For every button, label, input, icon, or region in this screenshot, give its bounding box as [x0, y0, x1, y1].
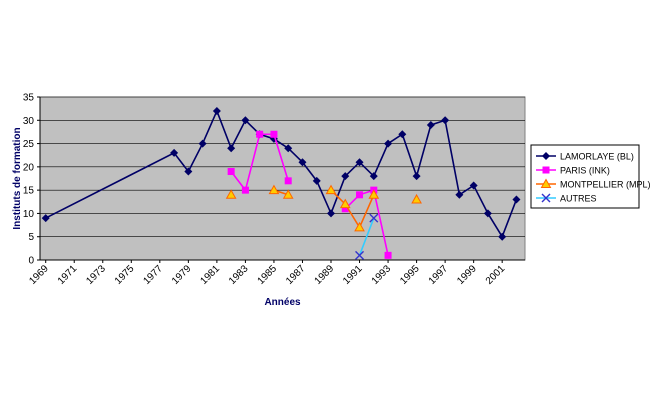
data-point: [542, 166, 550, 174]
data-point: [41, 214, 50, 223]
data-point: [498, 232, 507, 241]
legend-label: LAMORLAYE (BL): [560, 152, 634, 162]
y-tick-label: 25: [23, 139, 35, 150]
data-point: [270, 130, 278, 138]
series-line: [344, 189, 389, 256]
x-tick-label: 1977: [141, 263, 165, 287]
data-point: [384, 251, 392, 259]
y-tick-label: 15: [23, 186, 35, 197]
data-point: [411, 193, 422, 204]
data-point: [483, 209, 492, 218]
x-tick-label: 1971: [56, 263, 80, 287]
series-line: [330, 189, 375, 230]
legend-entry: PARIS (INK): [536, 166, 610, 176]
y-axis-label: Instituts de formation: [12, 127, 23, 229]
data-point: [312, 176, 321, 185]
data-point: [241, 116, 250, 125]
x-axis-label: Années: [264, 297, 301, 308]
data-point: [540, 178, 552, 188]
data-point: [327, 209, 335, 218]
y-tick-label: 35: [23, 93, 35, 104]
data-point: [284, 144, 293, 153]
data-point: [225, 189, 237, 199]
y-tick-label: 20: [23, 162, 35, 173]
x-tick-label: 1997: [427, 263, 451, 287]
x-tick-label: 1983: [227, 263, 251, 287]
series-2: [225, 184, 422, 232]
data-point: [184, 167, 193, 176]
y-tick-label: 0: [28, 256, 34, 267]
legend-label: PARIS (INK): [560, 166, 610, 176]
y-tick-label: 5: [28, 232, 34, 243]
data-point: [170, 148, 179, 157]
plot-background: [39, 96, 526, 261]
x-tick-label: 1973: [84, 263, 108, 287]
data-point: [356, 191, 364, 199]
data-point: [369, 213, 379, 223]
data-point: [368, 189, 380, 199]
legend-label: MONTPELLIER (MPL): [560, 180, 651, 190]
y-tick-label: 10: [23, 209, 35, 220]
y-tick-label: 30: [23, 116, 35, 127]
x-tick-label: 1981: [198, 263, 222, 287]
data-point: [542, 152, 550, 160]
data-point: [339, 198, 351, 209]
legend-entry: AUTRES: [536, 194, 597, 204]
legend-entry: LAMORLAYE (BL): [536, 152, 634, 162]
data-point: [284, 177, 292, 185]
x-tick-label: 1999: [455, 263, 479, 287]
series-0: [41, 106, 521, 241]
data-point: [241, 186, 249, 194]
data-point: [282, 189, 294, 199]
data-point: [384, 139, 393, 148]
x-tick-label: 1979: [170, 263, 194, 287]
data-point: [398, 130, 407, 139]
data-point: [341, 172, 350, 181]
data-point: [455, 190, 464, 199]
data-point: [212, 106, 221, 115]
x-tick-label: 1989: [313, 263, 337, 287]
legend: LAMORLAYE (BL) PARIS (INK) MONTPELLIER (MP…: [530, 144, 651, 209]
legend-entry: MONTPELLIER (MPL): [536, 178, 651, 190]
data-point: [341, 205, 349, 213]
series-3: [355, 213, 379, 260]
data-point: [227, 168, 235, 176]
data-point: [268, 184, 280, 195]
x-tick-label: 1991: [341, 263, 365, 287]
series-line: [358, 217, 375, 256]
series-group: [41, 106, 521, 260]
data-point: [469, 181, 478, 190]
data-point: [354, 221, 365, 232]
data-point: [441, 116, 450, 125]
data-point: [227, 144, 236, 153]
series-line: [45, 108, 518, 239]
data-point: [355, 158, 364, 167]
x-tick-label: 1995: [398, 263, 422, 287]
legend-label: AUTRES: [560, 194, 597, 204]
data-point: [412, 172, 421, 181]
data-point: [198, 139, 207, 148]
data-point: [256, 130, 264, 138]
data-point: [355, 250, 365, 260]
x-tick-label: 1985: [256, 263, 280, 287]
data-point: [426, 120, 435, 129]
data-point: [325, 184, 337, 195]
data-point: [369, 172, 378, 181]
x-tick-label: 1993: [370, 263, 394, 287]
data-point: [512, 195, 521, 204]
x-tick-label: 1969: [27, 263, 51, 287]
x-tick-label: 1975: [113, 263, 137, 287]
plot-area: [39, 96, 526, 261]
x-tick-label: 1987: [284, 263, 308, 287]
x-tick-label: 2001: [484, 263, 508, 287]
data-point: [298, 158, 307, 167]
data-point: [541, 193, 551, 203]
